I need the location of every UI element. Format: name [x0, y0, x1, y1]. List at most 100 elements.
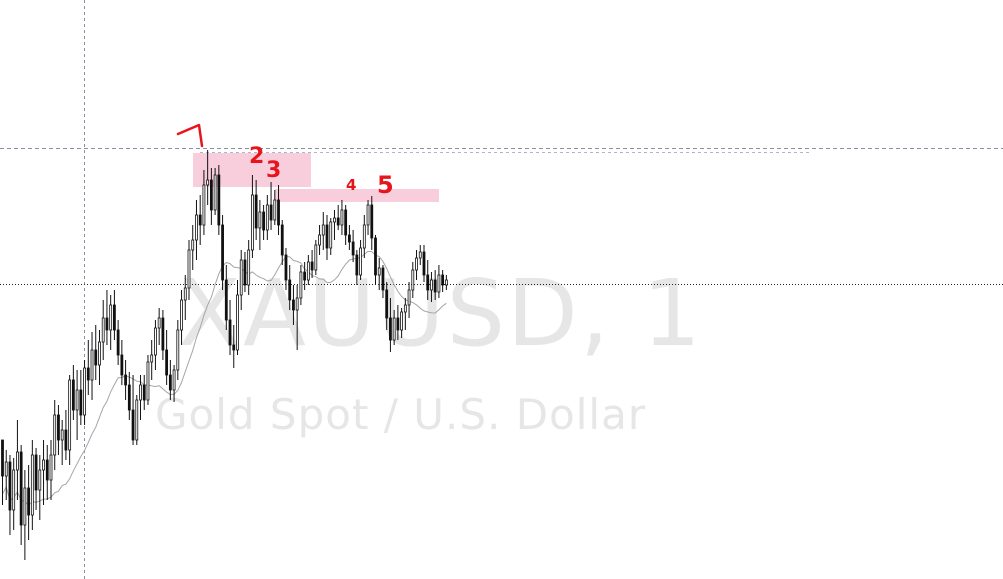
candle-body — [206, 179, 210, 186]
candle-body — [195, 214, 198, 241]
candle-body — [370, 204, 374, 239]
annotation-3: 3 — [266, 158, 281, 183]
candle-body — [228, 319, 232, 346]
candlestick-series — [1, 150, 448, 560]
candle-body — [329, 221, 333, 249]
candle-body — [71, 379, 75, 411]
candle-body — [221, 224, 224, 281]
candle-body — [12, 469, 16, 511]
candle-body — [187, 249, 191, 289]
candle-body — [407, 289, 411, 306]
candle-body — [422, 251, 426, 276]
candle-body — [295, 297, 299, 311]
candle-body — [86, 367, 90, 381]
candle-body — [127, 384, 131, 411]
candle-body — [124, 374, 127, 386]
candle-body — [280, 224, 284, 256]
candle-body — [23, 487, 27, 526]
candle-body — [198, 214, 202, 226]
candle-body — [64, 429, 68, 451]
candle-body — [299, 271, 303, 299]
candle-body — [142, 384, 146, 401]
candle-body — [146, 361, 150, 401]
candle-body — [135, 399, 139, 441]
candle-body — [180, 299, 183, 331]
candle-body — [444, 279, 448, 286]
candle-body — [150, 354, 154, 363]
resistance-zone-2[interactable] — [275, 189, 439, 202]
candle-body — [30, 454, 34, 516]
candle-body — [258, 211, 262, 229]
candle-body — [284, 254, 288, 281]
candle-body — [176, 329, 180, 371]
candle-body — [157, 317, 161, 329]
candle-body — [318, 234, 321, 246]
candle-body — [19, 451, 23, 526]
candle-body — [437, 274, 441, 293]
candle-body — [98, 341, 101, 366]
candle-body — [4, 461, 8, 477]
candle-body — [292, 299, 295, 311]
annotation-4: 4 — [346, 176, 356, 194]
candle-body — [336, 217, 340, 226]
candle-body — [415, 257, 418, 271]
candle-body — [426, 274, 430, 291]
candle-body — [183, 287, 187, 301]
candle-body — [94, 349, 98, 366]
candle-body — [340, 209, 344, 226]
candle-body — [306, 261, 310, 281]
candle-body — [79, 389, 83, 416]
candle-body — [377, 267, 381, 276]
candle-body — [392, 317, 396, 341]
candle-body — [277, 199, 280, 226]
candle-body — [254, 194, 258, 229]
candle-body — [400, 311, 404, 331]
candle-body — [347, 234, 351, 243]
candle-body — [385, 289, 389, 319]
candle-body — [303, 271, 307, 281]
candle-body — [366, 204, 370, 226]
candle-body — [224, 279, 228, 321]
candle-body — [172, 369, 176, 391]
candle-body — [239, 259, 243, 296]
candle-body — [355, 254, 359, 276]
candle-body — [362, 224, 366, 249]
candle-body — [251, 194, 254, 251]
candle-body — [34, 454, 38, 491]
candle-body — [57, 414, 60, 441]
candle-body — [351, 241, 355, 256]
annotation-1 — [176, 123, 204, 148]
candle-body — [396, 317, 400, 331]
candle-body — [403, 304, 407, 313]
candle-body — [418, 251, 422, 259]
candle-body — [45, 459, 49, 481]
candle-body — [359, 247, 362, 276]
candle-body — [53, 414, 57, 456]
candle-body — [1, 439, 4, 477]
candle-body — [209, 179, 213, 211]
instrument-description-watermark: Gold Spot / U.S. Dollar — [155, 390, 647, 439]
candle-body — [27, 487, 31, 516]
candle-body — [165, 349, 169, 376]
annotation-5: 5 — [377, 171, 394, 199]
candle-body — [288, 279, 292, 301]
candle-body — [101, 317, 105, 343]
candle-body — [389, 317, 392, 341]
candle-body — [247, 249, 251, 286]
candle-body — [109, 304, 113, 331]
candle-body — [236, 294, 239, 351]
candle-body — [120, 354, 124, 376]
candle-body — [441, 274, 445, 286]
candle-body — [433, 279, 437, 293]
candle-body — [202, 184, 206, 226]
candle-body — [314, 244, 318, 271]
candle-body — [333, 217, 336, 223]
candle-body — [161, 317, 165, 351]
candle-body — [113, 304, 116, 331]
candle-body — [321, 224, 325, 236]
candle-body — [265, 204, 269, 231]
candle-body — [213, 174, 217, 211]
candle-body — [90, 349, 94, 381]
